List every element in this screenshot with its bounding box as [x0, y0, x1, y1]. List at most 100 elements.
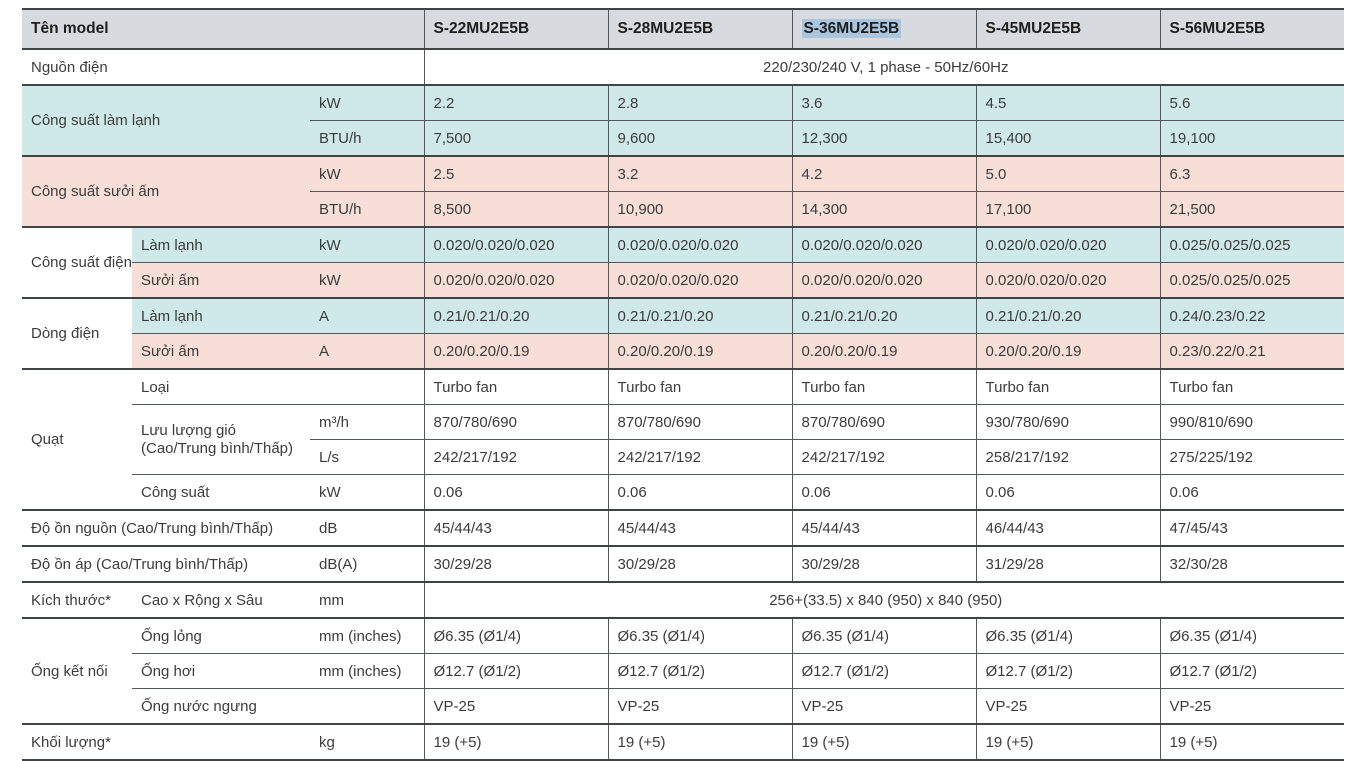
- spec-value: Turbo fan: [975, 368, 1161, 405]
- model-name: S-22MU2E5B: [423, 9, 609, 49]
- spec-value: 19 (+5): [791, 723, 977, 760]
- spec-value: 0.06: [423, 474, 609, 510]
- row-label: Quạt: [22, 368, 132, 510]
- spec-value: 0.06: [1159, 474, 1345, 510]
- spec-value: 242/217/192: [791, 439, 977, 475]
- spec-value: 930/780/690: [975, 404, 1161, 440]
- spec-value: 3.2: [607, 155, 793, 192]
- unit-label: BTU/h: [310, 120, 425, 156]
- model-name: S-56MU2E5B: [1159, 9, 1345, 49]
- spec-value: Ø6.35 (Ø1/4): [1159, 617, 1345, 654]
- spec-value: 0.06: [791, 474, 977, 510]
- spec-value: 19 (+5): [607, 723, 793, 760]
- spec-value: 46/44/43: [975, 509, 1161, 546]
- unit-label: kW: [310, 474, 425, 510]
- sub-row-label: Công suất: [132, 474, 310, 510]
- spec-value: 0.20/0.20/0.19: [791, 333, 977, 369]
- spec-value: 0.20/0.20/0.19: [975, 333, 1161, 369]
- spec-value: 0.06: [607, 474, 793, 510]
- spec-value: 0.24/0.23/0.22: [1159, 297, 1345, 334]
- spec-value: 0.020/0.020/0.020: [975, 226, 1161, 263]
- table-row: Khối lượng* kg 19 (+5) 19 (+5) 19 (+5) 1…: [22, 723, 1345, 760]
- spec-value: 4.5: [975, 84, 1161, 121]
- spec-value: 19 (+5): [975, 723, 1161, 760]
- spec-value: 19 (+5): [1159, 723, 1345, 760]
- unit-label: kg: [310, 723, 425, 760]
- spec-value: 45/44/43: [791, 509, 977, 546]
- spec-value: Ø12.7 (Ø1/2): [1159, 653, 1345, 689]
- spec-value: 275/225/192: [1159, 439, 1345, 475]
- spec-value: 0.20/0.20/0.19: [607, 333, 793, 369]
- spec-value: 242/217/192: [423, 439, 609, 475]
- spec-value: 220/230/240 V, 1 phase - 50Hz/60Hz: [423, 48, 1345, 85]
- spec-value: Turbo fan: [607, 368, 793, 405]
- sub-row-label: Làm lạnh: [132, 297, 310, 334]
- table-row: L/s 242/217/192 242/217/192 242/217/192 …: [22, 439, 1345, 475]
- table-row: Nguồn điện 220/230/240 V, 1 phase - 50Hz…: [22, 48, 1345, 85]
- row-label: Công suất sưởi ấm: [22, 155, 310, 227]
- unit-label: kW: [310, 226, 425, 263]
- spec-value: 30/29/28: [423, 545, 609, 582]
- spec-value: 0.025/0.025/0.025: [1159, 226, 1345, 263]
- spec-value: Ø6.35 (Ø1/4): [975, 617, 1161, 654]
- spec-value: 32/30/28: [1159, 545, 1345, 582]
- table-row: Sưởi ấm kW 0.020/0.020/0.020 0.020/0.020…: [22, 262, 1345, 298]
- spec-value: 0.21/0.21/0.20: [975, 297, 1161, 334]
- sub-row-label: Ống lỏng: [132, 617, 310, 654]
- row-label: Dòng điện: [22, 297, 132, 369]
- row-label: Ống kết nối: [22, 617, 132, 724]
- spec-value: 17,100: [975, 191, 1161, 227]
- table-row: Ống nước ngưng VP-25 VP-25 VP-25 VP-25 V…: [22, 688, 1345, 724]
- text-selection-highlight: S-36MU2E5B: [801, 19, 902, 38]
- sub-row-label: Loại: [132, 368, 425, 405]
- unit-label: kW: [310, 84, 425, 121]
- spec-value: Ø6.35 (Ø1/4): [423, 617, 609, 654]
- spec-value: 0.020/0.020/0.020: [791, 226, 977, 263]
- sub-row-label: Ống hơi: [132, 653, 310, 689]
- row-label: Khối lượng*: [22, 723, 310, 760]
- row-label: Độ ồn áp (Cao/Trung bình/Thấp): [22, 545, 310, 582]
- spec-value: 242/217/192: [607, 439, 793, 475]
- sub-row-label-line2: (Cao/Trung bình/Thấp): [141, 439, 294, 457]
- unit-label: mm: [310, 581, 425, 618]
- spec-value: 0.23/0.22/0.21: [1159, 333, 1345, 369]
- spec-value: 19 (+5): [423, 723, 609, 760]
- spec-value: Ø12.7 (Ø1/2): [423, 653, 609, 689]
- spec-value: Turbo fan: [1159, 368, 1345, 405]
- unit-label: kW: [310, 155, 425, 192]
- spec-value: 870/780/690: [791, 404, 977, 440]
- spec-value: 2.8: [607, 84, 793, 121]
- spec-value: 870/780/690: [607, 404, 793, 440]
- model-name-highlighted: S-36MU2E5B: [791, 9, 977, 49]
- unit-label: dB(A): [310, 545, 425, 582]
- row-label: Công suất điện: [22, 226, 132, 298]
- spec-value: 30/29/28: [607, 545, 793, 582]
- spec-value: 256+(33.5) x 840 (950) x 840 (950): [423, 581, 1345, 618]
- spec-value: Ø6.35 (Ø1/4): [791, 617, 977, 654]
- sub-row-label: Lưu lượng gió (Cao/Trung bình/Thấp): [132, 404, 310, 475]
- spec-value: 10,900: [607, 191, 793, 227]
- model-row-title: Tên model: [22, 9, 425, 49]
- spec-value: 0.025/0.025/0.025: [1159, 262, 1345, 298]
- spec-value: 6.3: [1159, 155, 1345, 192]
- unit-label: m³/h: [310, 404, 425, 440]
- table-row: Công suất làm lạnh kW 2.2 2.8 3.6 4.5 5.…: [22, 84, 1345, 156]
- sub-row-label-line1: Lưu lượng gió: [141, 422, 236, 440]
- spec-value: 45/44/43: [423, 509, 609, 546]
- spec-value: 0.21/0.21/0.20: [791, 297, 977, 334]
- table-row: Độ ồn áp (Cao/Trung bình/Thấp) dB(A) 30/…: [22, 545, 1345, 582]
- unit-label: L/s: [310, 439, 425, 475]
- spec-value: VP-25: [607, 688, 793, 724]
- spec-value: VP-25: [975, 688, 1161, 724]
- unit-label: BTU/h: [310, 191, 425, 227]
- spec-value: 3.6: [791, 84, 977, 121]
- spec-value: 2.5: [423, 155, 609, 192]
- spec-value: 0.21/0.21/0.20: [607, 297, 793, 334]
- spec-value: 21,500: [1159, 191, 1345, 227]
- spec-value: 0.20/0.20/0.19: [423, 333, 609, 369]
- spec-value: VP-25: [423, 688, 609, 724]
- table-row: Sưởi ấm A 0.20/0.20/0.19 0.20/0.20/0.19 …: [22, 333, 1345, 369]
- spec-value: Ø12.7 (Ø1/2): [607, 653, 793, 689]
- spec-value: 47/45/43: [1159, 509, 1345, 546]
- row-label: Nguồn điện: [22, 48, 425, 85]
